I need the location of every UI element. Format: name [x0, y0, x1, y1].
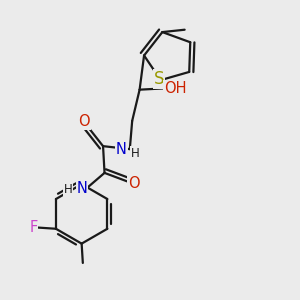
- Text: N: N: [77, 181, 88, 196]
- Text: O: O: [79, 114, 90, 129]
- Text: F: F: [29, 220, 38, 235]
- Text: O: O: [128, 176, 140, 191]
- Text: S: S: [154, 70, 164, 88]
- Text: H: H: [64, 183, 73, 196]
- Text: H: H: [131, 147, 140, 160]
- Text: N: N: [116, 142, 127, 157]
- Text: OH: OH: [164, 81, 187, 96]
